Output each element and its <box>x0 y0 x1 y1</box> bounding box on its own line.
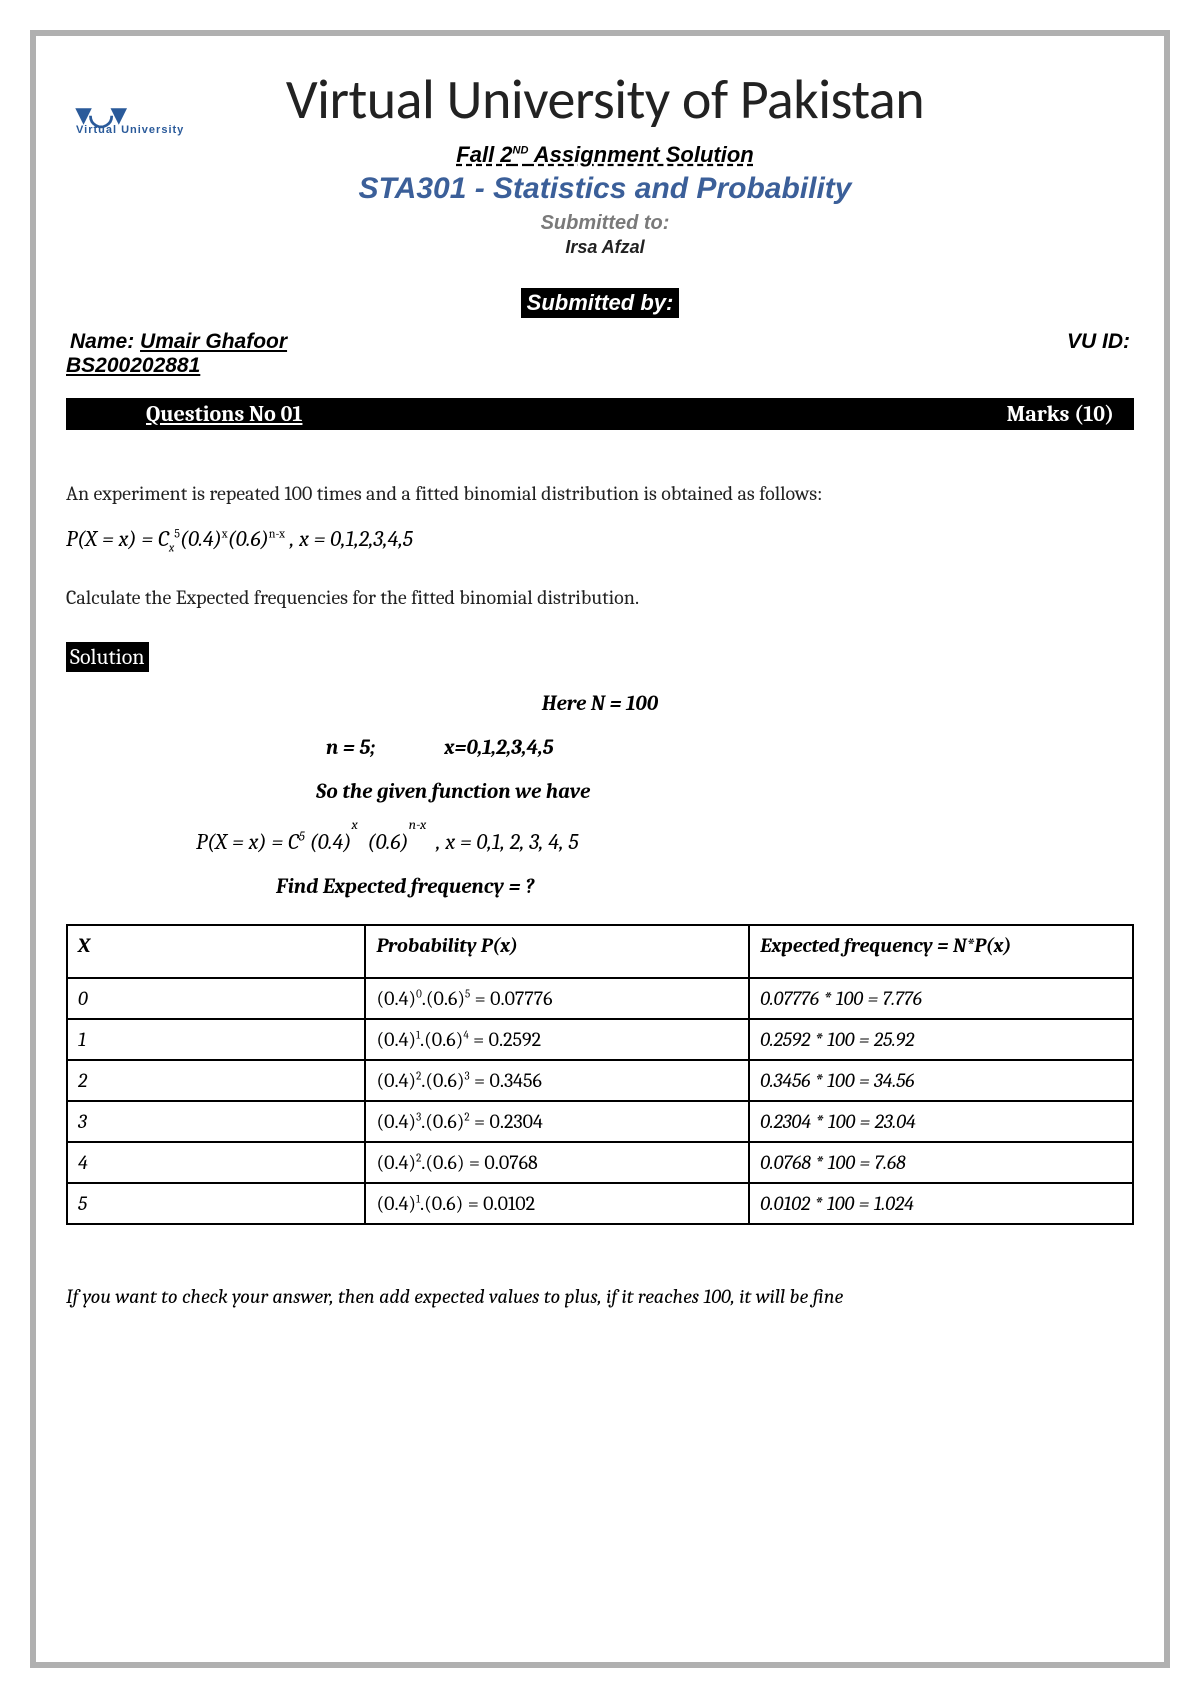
cell-x: 2 <box>67 1060 365 1101</box>
student-name: Umair Ghafoor <box>140 330 287 353</box>
table-body: 0(0.4)0.(0.6)5 = 0.077760.07776 * 100 = … <box>67 978 1133 1224</box>
table-row: 5(0.4)1.(0.6) = 0.01020.0102 * 100 = 1.0… <box>67 1183 1133 1224</box>
cell-expected: 0.0768 * 100 = 7.68 <box>749 1142 1133 1183</box>
cell-expected: 0.07776 * 100 = 7.776 <box>749 978 1133 1019</box>
cell-probability: (0.4)2.(0.6) = 0.0768 <box>365 1142 749 1183</box>
name-label: Name: <box>70 330 140 353</box>
solution-label: Solution <box>66 642 149 672</box>
question-intro: An experiment is repeated 100 times and … <box>66 480 1134 508</box>
cell-probability: (0.4)2.(0.6)3 = 0.3456 <box>365 1060 749 1101</box>
table-row: 2(0.4)2.(0.6)3 = 0.34560.3456 * 100 = 34… <box>67 1060 1133 1101</box>
name-row: Name: Umair Ghafoor VU ID: <box>66 330 1134 354</box>
name-block: Name: Umair Ghafoor <box>70 330 287 354</box>
cell-probability: (0.4)1.(0.6) = 0.0102 <box>365 1183 749 1224</box>
vuid-value: BS200202881 <box>66 354 1134 378</box>
cell-expected: 0.0102 * 100 = 1.024 <box>749 1183 1133 1224</box>
table-row: 1(0.4)1.(0.6)4 = 0.25920.2592 * 100 = 25… <box>67 1019 1133 1060</box>
table-row: 3(0.4)3.(0.6)2 = 0.23040.2304 * 100 = 23… <box>67 1101 1133 1142</box>
cell-probability: (0.4)1.(0.6)4 = 0.2592 <box>365 1019 749 1060</box>
col-header-expected: Expected frequency = N*P(x) <box>749 925 1133 978</box>
cell-probability: (0.4)0.(0.6)5 = 0.07776 <box>365 978 749 1019</box>
cell-expected: 0.3456 * 100 = 34.56 <box>749 1060 1133 1101</box>
question-title: Questions No 01 <box>146 401 302 427</box>
submitted-to-name: Irsa Afzal <box>76 237 1134 258</box>
cell-x: 4 <box>67 1142 365 1183</box>
col-header-prob: Probability P(x) <box>365 925 749 978</box>
cell-probability: (0.4)3.(0.6)2 = 0.2304 <box>365 1101 749 1142</box>
find-frequency-line: Find Expected frequency = ? <box>66 875 1134 899</box>
document-page: ▾◡▾ Virtual University Virtual Universit… <box>0 0 1200 1698</box>
assignment-title-prefix: Fall 2 <box>456 142 512 167</box>
table-header-row: X Probability P(x) Expected frequency = … <box>67 925 1133 978</box>
col-header-x: X <box>67 925 365 978</box>
table-row: 0(0.4)0.(0.6)5 = 0.077760.07776 * 100 = … <box>67 978 1133 1019</box>
page-border: ▾◡▾ Virtual University Virtual Universit… <box>30 30 1170 1668</box>
header-row: ▾◡▾ Virtual University Virtual Universit… <box>66 66 1134 258</box>
university-title: Virtual University of Pakistan <box>76 66 1134 134</box>
question-bar: Questions No 01 Marks (10) <box>66 398 1134 430</box>
table-row: 4(0.4)2.(0.6) = 0.07680.0768 * 100 = 7.6… <box>67 1142 1133 1183</box>
footer-note: If you want to check your answer, then a… <box>66 1285 1134 1308</box>
cell-x: 1 <box>67 1019 365 1060</box>
submitted-to-label: Submitted to: <box>76 212 1134 235</box>
question-formula: P(X = x) = Cx5(0.4)x(0.6)n-x , x = 0,1,2… <box>66 526 1134 554</box>
frequency-table: X Probability P(x) Expected frequency = … <box>66 924 1134 1225</box>
vuid-label: VU ID: <box>1067 330 1130 354</box>
n-line: n = 5; x=0,1,2,3,4,5 <box>66 736 1134 760</box>
assignment-title: Fall 2ND Assignment Solution <box>76 142 1134 168</box>
question-marks: Marks (10) <box>1007 401 1114 427</box>
submitted-by-label: Submitted by: <box>521 288 680 318</box>
submitted-by-row: Submitted by: <box>66 288 1134 318</box>
cell-x: 0 <box>67 978 365 1019</box>
assignment-title-super: ND <box>513 145 529 157</box>
solution-formula: P(X = x) = C5 (0.4)x (0.6)n-x , x = 0,1,… <box>66 829 1134 855</box>
cell-expected: 0.2592 * 100 = 25.92 <box>749 1019 1133 1060</box>
cell-expected: 0.2304 * 100 = 23.04 <box>749 1101 1133 1142</box>
given-function-line: So the given function we have <box>66 780 1134 804</box>
cell-x: 5 <box>67 1183 365 1224</box>
here-n-line: Here N = 100 <box>66 692 1134 716</box>
question-calc-line: Calculate the Expected frequencies for t… <box>66 584 1134 612</box>
assignment-title-suffix: Assignment Solution <box>528 142 753 167</box>
title-block: Virtual University of Pakistan Fall 2ND … <box>76 66 1134 258</box>
course-title: STA301 - Statistics and Probability <box>76 172 1134 206</box>
cell-x: 3 <box>67 1101 365 1142</box>
